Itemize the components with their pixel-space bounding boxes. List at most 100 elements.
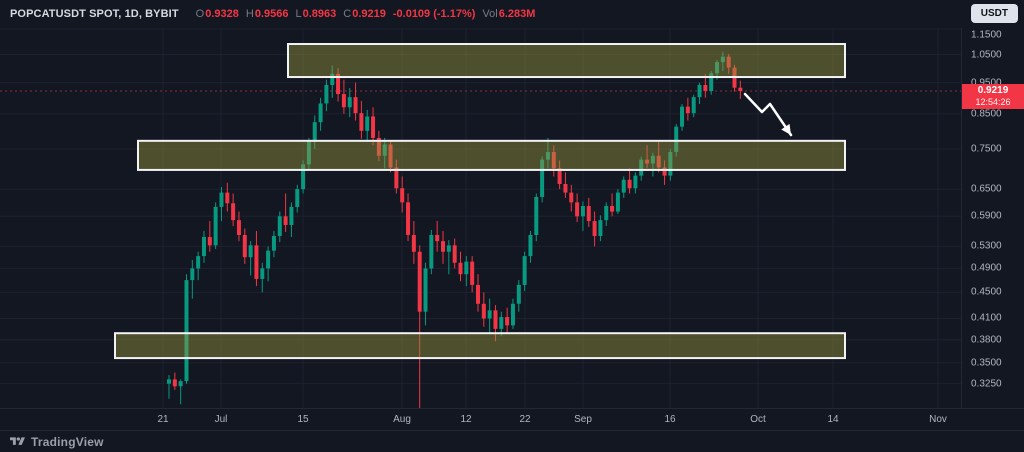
candle-body	[516, 284, 521, 304]
candle-body	[586, 206, 591, 222]
candle-body	[470, 261, 475, 285]
time-tick-label: Nov	[929, 414, 947, 425]
chart-pane[interactable]	[0, 28, 962, 408]
last-price-value: 0.9219	[977, 85, 1009, 97]
arrow-drawing[interactable]	[743, 92, 793, 137]
candle-body	[720, 56, 725, 63]
candle-body	[481, 303, 486, 319]
time-axis[interactable]: 21 Jul 15 Aug 12 22 Sep 16 Oct 14 Nov	[0, 408, 1024, 430]
candle-body	[703, 84, 708, 91]
candle-body	[190, 268, 195, 281]
bar-countdown: 12:54:26	[975, 97, 1011, 108]
candle-body	[429, 234, 434, 269]
candle-body	[184, 280, 189, 382]
chart-header: POPCATUSDT SPOT, 1D, BYBIT O 0.9328 H 0.…	[0, 0, 1024, 28]
candle-body	[353, 97, 358, 114]
candle-body	[557, 168, 562, 184]
price-tick-label: 0.3500	[971, 357, 1002, 369]
time-tick-label: 14	[827, 414, 839, 425]
candle-body	[499, 317, 504, 329]
currency-toggle-button[interactable]: USDT	[970, 4, 1018, 23]
time-tick-label: Aug	[393, 414, 411, 425]
open-value: 0.9328	[205, 8, 239, 20]
time-tick-label: 12	[460, 414, 472, 425]
zone-rectangle[interactable]	[287, 43, 846, 79]
candle-body	[196, 256, 201, 269]
volume-label: Vol	[482, 8, 498, 20]
candle-body	[633, 175, 638, 189]
last-price-badge: 0.9219 12:54:26	[962, 84, 1024, 110]
candle-body	[510, 303, 515, 326]
candle-body	[213, 206, 218, 246]
candle-body	[435, 234, 440, 242]
candle-body	[411, 234, 416, 252]
candle-body	[225, 192, 230, 204]
candle-body	[318, 103, 323, 123]
time-tick-label: 16	[664, 414, 676, 425]
zone-rectangle[interactable]	[137, 139, 846, 171]
candle-body	[575, 202, 580, 217]
candle-body	[738, 87, 743, 92]
candle-body	[172, 379, 177, 387]
candle-body	[715, 62, 720, 74]
time-tick-label: 22	[519, 414, 531, 425]
candle-body	[341, 94, 346, 108]
candle-body	[207, 237, 212, 246]
candle-body	[277, 216, 282, 236]
arrow-head	[781, 123, 791, 135]
low-label: L	[295, 8, 302, 20]
close-value: 0.9219	[352, 8, 386, 20]
candle-body	[417, 251, 422, 312]
time-tick-label: 21	[157, 414, 169, 425]
time-tick-label: Sep	[574, 414, 592, 425]
candle-body	[604, 206, 609, 221]
close-label: C	[343, 8, 352, 20]
candle-body	[656, 155, 661, 168]
high-value: 0.9566	[254, 8, 289, 20]
candle-body	[458, 262, 463, 275]
candlestick-series	[167, 51, 743, 408]
candle-body	[254, 245, 259, 279]
price-tick-label: 0.9500	[971, 77, 1002, 89]
symbol-title[interactable]: POPCATUSDT SPOT, 1D, BYBIT	[10, 8, 179, 20]
candle-body	[371, 116, 376, 138]
candle-body	[231, 203, 236, 221]
tradingview-brand-text[interactable]: TradingView	[31, 434, 104, 449]
candle-body	[645, 159, 650, 164]
price-tick-label: 0.5300	[971, 240, 1002, 252]
candle-body	[487, 310, 492, 319]
candle-body	[167, 379, 171, 384]
chart-canvas[interactable]	[0, 28, 962, 408]
candle-body	[301, 164, 306, 190]
candle-body	[697, 84, 702, 98]
candle-body	[615, 192, 620, 212]
candle-body	[324, 84, 329, 104]
price-tick-label: 0.4100	[971, 312, 1002, 324]
price-axis[interactable]: 0.9219 12:54:26 1.1500 1.0500 0.9500 0.8500…	[961, 28, 1024, 408]
time-tick-label: Oct	[750, 414, 766, 425]
candle-body	[621, 179, 626, 193]
candle-body	[534, 196, 539, 235]
candle-body	[271, 235, 276, 251]
zone-rectangle[interactable]	[114, 332, 846, 360]
candle-body	[306, 141, 311, 165]
candle-body	[505, 317, 510, 326]
candle-body	[336, 73, 341, 95]
candle-body	[248, 245, 253, 258]
candle-body	[598, 220, 603, 236]
candle-body	[464, 261, 469, 275]
candle-body	[446, 245, 451, 252]
candle-body	[627, 179, 632, 189]
candle-body	[592, 221, 597, 236]
price-tick-label: 0.4900	[971, 262, 1002, 274]
candle-body	[680, 106, 685, 127]
candle-body	[610, 206, 615, 212]
tradingview-logo-icon[interactable]	[10, 435, 25, 448]
candle-body	[691, 97, 696, 114]
candle-body	[394, 167, 399, 189]
candle-body	[242, 234, 247, 258]
candle-body	[441, 241, 446, 252]
volume-value: 6.283M	[498, 8, 536, 20]
candle-body	[330, 73, 335, 85]
